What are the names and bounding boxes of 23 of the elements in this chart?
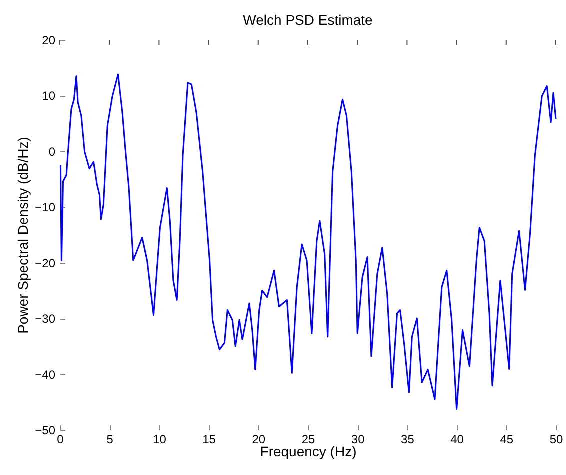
y-tick-label: −40 bbox=[35, 368, 56, 382]
y-tick-label: 0 bbox=[48, 144, 56, 159]
y-tick-label: 20 bbox=[42, 34, 56, 48]
x-tick-label: 0 bbox=[57, 432, 64, 446]
x-tick-label: 40 bbox=[450, 432, 464, 446]
line-series bbox=[60, 74, 557, 410]
x-tick-label: 10 bbox=[153, 432, 167, 446]
x-tick-label: 35 bbox=[401, 432, 415, 446]
chart-title: Welch PSD Estimate bbox=[243, 12, 374, 28]
y-tick-label: −50 bbox=[35, 424, 56, 438]
y-tick-label: −30 bbox=[35, 312, 56, 326]
x-tick-label: 50 bbox=[550, 432, 564, 446]
x-tick-label: 5 bbox=[106, 432, 114, 446]
y-tick-label: 10 bbox=[42, 89, 56, 104]
y-tick-label: −10 bbox=[35, 200, 56, 215]
x-tick-label: 45 bbox=[500, 432, 514, 446]
x-tick-label: 30 bbox=[351, 432, 366, 446]
x-tick-label: 15 bbox=[202, 432, 216, 446]
x-tick-label: 20 bbox=[252, 432, 266, 446]
x-tick-label: 25 bbox=[302, 432, 316, 446]
y-tick-label: −20 bbox=[35, 256, 56, 270]
y-axis-title: Power Spectral Density (dB/Hz) bbox=[15, 137, 32, 334]
x-axis-title: Frequency (Hz) bbox=[260, 444, 357, 460]
